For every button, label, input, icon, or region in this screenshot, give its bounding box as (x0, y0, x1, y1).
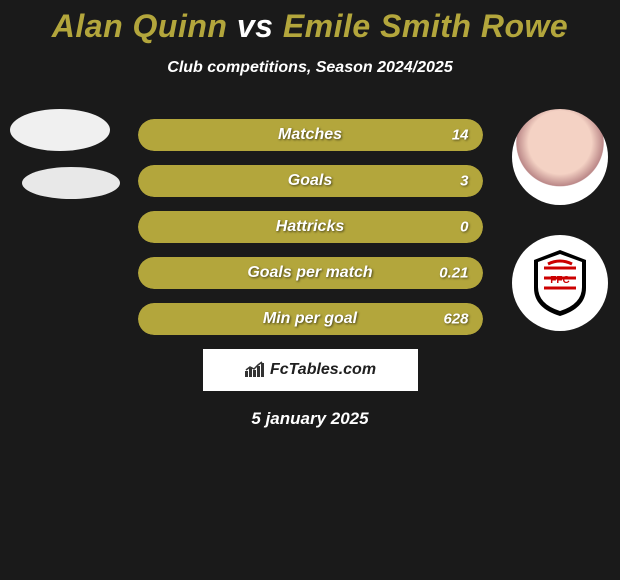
player1-avatar (10, 109, 110, 151)
svg-text:FFC: FFC (550, 275, 569, 286)
stat-label: Goals (288, 172, 332, 190)
player2-name: Emile Smith Rowe (283, 8, 568, 44)
stat-bars: Matches 14 Goals 3 Hattricks 0 Goals per match… (138, 119, 483, 335)
stat-bar: Goals 3 (138, 165, 483, 197)
vs-text: vs (237, 8, 274, 44)
date-text: 5 january 2025 (0, 409, 620, 429)
stat-label: Min per goal (263, 310, 357, 328)
branding-badge: FcTables.com (203, 349, 418, 391)
fulham-crest-icon: FFC (530, 248, 590, 318)
player2-club-badge: FFC (512, 235, 608, 331)
player1-club-badge (22, 167, 120, 199)
branding-text: FcTables.com (270, 361, 376, 379)
player2-avatar (512, 109, 608, 205)
stat-value-right: 0.21 (439, 265, 468, 282)
comparison-title: Alan Quinn vs Emile Smith Rowe (0, 0, 620, 45)
stat-value-right: 14 (452, 127, 469, 144)
player1-name: Alan Quinn (52, 8, 228, 44)
stat-value-right: 0 (460, 219, 468, 236)
stat-bar: Matches 14 (138, 119, 483, 151)
stat-bar: Min per goal 628 (138, 303, 483, 335)
stat-bar: Hattricks 0 (138, 211, 483, 243)
stat-bar: Goals per match 0.21 (138, 257, 483, 289)
subtitle: Club competitions, Season 2024/2025 (0, 59, 620, 77)
stat-value-right: 3 (460, 173, 468, 190)
stat-label: Matches (278, 126, 342, 144)
bar-chart-icon (244, 361, 266, 379)
stats-area: FFC Matches 14 Goals 3 Hattricks 0 Goals per m… (0, 119, 620, 335)
stat-label: Hattricks (276, 218, 344, 236)
stat-value-right: 628 (443, 311, 468, 328)
stat-label: Goals per match (247, 264, 372, 282)
